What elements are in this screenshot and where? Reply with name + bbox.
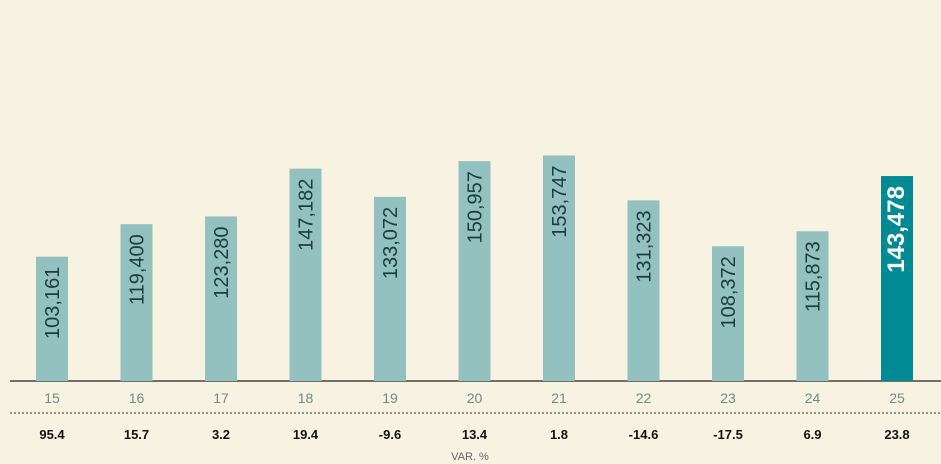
variation-label-25: 23.8 — [884, 427, 909, 442]
category-label-22: 22 — [636, 390, 652, 406]
category-label-21: 21 — [551, 390, 567, 406]
variation-label-24: 6.9 — [803, 427, 821, 442]
value-label-18: 147,182 — [296, 179, 318, 251]
category-label-15: 15 — [44, 390, 60, 406]
value-label-24: 115,873 — [803, 241, 825, 312]
variation-label-16: 15.7 — [124, 427, 149, 442]
variation-label-23: -17.5 — [713, 427, 743, 442]
value-label-17: 123,280 — [211, 226, 233, 298]
variation-label-20: 13.4 — [462, 427, 488, 442]
value-label-20: 150,957 — [465, 171, 487, 243]
value-label-15: 103,161 — [42, 267, 64, 339]
variation-label-21: 1.8 — [550, 427, 568, 442]
bar-21 — [543, 155, 575, 381]
category-label-19: 19 — [382, 390, 398, 406]
value-labels-layer: 103,161 119,400 123,280 147,182 133,072 150,9… — [42, 166, 910, 339]
category-label-18: 18 — [298, 390, 314, 406]
variation-label-18: 19.4 — [293, 427, 319, 442]
bar-25 — [881, 176, 913, 381]
variation-label-19: -9.6 — [379, 427, 401, 442]
bar-22 — [627, 200, 660, 381]
value-label-22: 131,323 — [634, 210, 656, 282]
bar-19 — [374, 196, 406, 381]
category-label-25: 25 — [889, 390, 905, 406]
bars-layer — [36, 155, 913, 381]
category-label-17: 17 — [213, 390, 229, 406]
bar-17 — [205, 216, 237, 381]
variation-labels-layer: 95.4 15.7 3.2 19.4 -9.6 13.4 1.8 -14.6 -17.5 6.9 2… — [39, 427, 909, 442]
value-label-23: 108,372 — [718, 256, 740, 328]
variation-axis-title: VAR. % — [451, 451, 489, 463]
category-label-16: 16 — [129, 390, 145, 406]
category-label-23: 23 — [720, 390, 736, 406]
value-label-16: 119,400 — [127, 234, 149, 305]
variation-label-22: -14.6 — [629, 427, 659, 442]
value-label-21: 153,747 — [549, 166, 571, 238]
category-label-24: 24 — [805, 390, 821, 406]
bar-20 — [458, 161, 491, 381]
variation-label-17: 3.2 — [212, 427, 230, 442]
bar-18 — [289, 168, 322, 381]
value-label-25: 143,478 — [883, 186, 910, 273]
bar-15 — [36, 256, 68, 381]
bar-23 — [712, 246, 744, 381]
category-labels-layer: 15 16 17 18 19 20 21 22 23 24 25 — [44, 390, 905, 406]
category-label-20: 20 — [467, 390, 483, 406]
variation-label-15: 95.4 — [39, 427, 65, 442]
bar-24 — [796, 231, 829, 381]
bar-16 — [120, 224, 153, 381]
value-label-19: 133,072 — [380, 207, 402, 279]
